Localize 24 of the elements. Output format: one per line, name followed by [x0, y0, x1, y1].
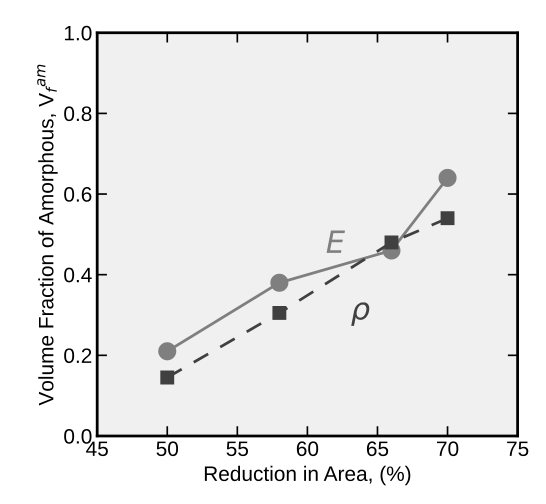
x-axis-title: Reduction in Area, (%) — [204, 466, 410, 486]
point — [440, 211, 454, 226]
y-tick-label: 0.2 — [64, 348, 92, 364]
point — [272, 306, 286, 320]
x-tick-label: 45 — [86, 442, 108, 456]
x-tick-label: 50 — [156, 441, 178, 456]
series-label: ρ — [351, 302, 370, 326]
point — [384, 235, 398, 250]
point — [270, 274, 288, 292]
x-tick-label: 55 — [226, 442, 248, 456]
point — [158, 342, 176, 360]
x-tick-label: 75 — [507, 442, 528, 456]
y-tick-label: 0.8 — [64, 106, 92, 122]
point — [438, 168, 457, 187]
y-tick-label: 0.6 — [64, 187, 92, 202]
point — [160, 370, 174, 384]
x-tick-label: 60 — [296, 441, 318, 456]
x-tick-label: 65 — [366, 441, 388, 456]
y-axis-title: Volume Fraction of Amorphous, V$_{f}$$^{am}$ — [37, 64, 58, 406]
y-tick-label: 1.0 — [64, 26, 92, 41]
series-label: E — [326, 230, 346, 253]
y-tick-label: 0.4 — [64, 268, 92, 282]
x-tick-label: 70 — [437, 441, 458, 456]
y-tick-label: 0.0 — [64, 428, 92, 444]
